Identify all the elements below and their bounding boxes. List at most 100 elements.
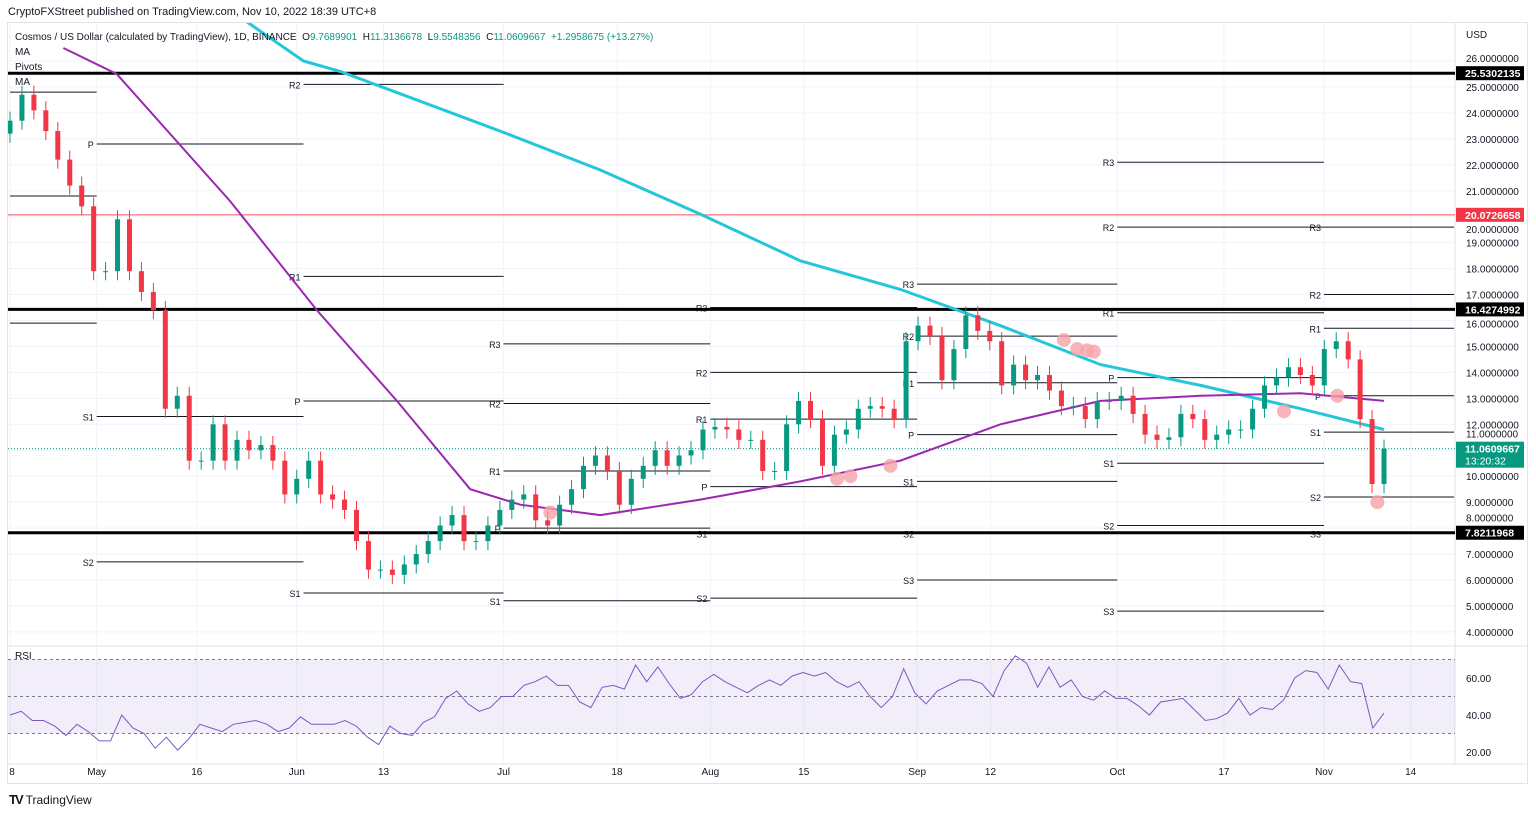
pivot-label: R1 [289,272,301,282]
pivot-label: S2 [1103,522,1114,532]
candle-body [258,445,264,451]
candle [1106,391,1112,411]
candle-body [557,504,563,526]
candle [1238,420,1244,439]
candle [67,150,73,195]
candle-body [808,400,814,420]
candle-body [1273,377,1279,386]
price-tick-label: 14.0000000 [1466,368,1519,379]
candle-body [174,395,180,409]
candle [772,461,778,481]
candle [557,495,563,535]
candle-body [748,439,754,441]
candle [1381,439,1387,494]
candle [270,435,276,470]
candle-body [1214,434,1220,440]
candle-body [772,471,778,473]
candle-body [521,494,527,500]
candle-body [999,341,1005,386]
candle-body [306,460,312,479]
candle [1345,332,1351,369]
indicator-ma50[interactable]: MA [15,47,30,58]
candle-body [1190,413,1196,420]
key-level-value: 7.8211968 [1465,528,1514,540]
candle-body [485,525,491,542]
candle-body [664,450,670,466]
pivot-label: S2 [1310,493,1321,503]
price-tick-label: 25.0000000 [1466,83,1519,94]
candle-body [1369,419,1375,484]
highlight-marker [1330,388,1345,403]
candle-body [91,206,97,272]
candle-body [592,455,598,466]
candle-body [915,325,921,342]
candle [294,469,300,504]
pivot-label: P [88,140,94,150]
price-chart[interactable]: 26.0000000 25.0000000 24.0000000 23.0000000… [0,0,1536,790]
price-tick-label: 11.0000000 [1466,430,1519,441]
price-tick-label: 5.0000000 [1466,602,1514,613]
currency-label: USD [1466,30,1487,41]
candle [1166,428,1172,449]
candle [533,485,539,530]
rsi-label[interactable]: RSI [15,651,32,662]
candle-body [294,478,300,495]
close-value: 11.0609667 [493,32,546,43]
candle [1214,425,1220,449]
candle-body [1082,406,1088,420]
candle [987,321,993,351]
candle [903,332,909,429]
candle [592,446,598,475]
chart-frame [7,22,1528,784]
last-price-badge [1456,441,1524,468]
candle [927,316,933,346]
pivot-label: S3 [1103,607,1114,617]
candle [1130,386,1136,424]
candle-body [401,564,407,575]
candle [437,516,443,551]
candle-body [55,131,61,160]
candle [1369,410,1375,494]
indicator-ma200[interactable]: MA [15,77,30,88]
candle [43,101,49,141]
candle-body [843,429,849,435]
candle [1023,355,1029,390]
candle-body [1262,385,1268,409]
candle [234,430,240,470]
candle-body [67,159,73,186]
candle [377,560,383,579]
candle-body [318,460,324,495]
pivot-label: S1 [1310,428,1321,438]
pivot-label: S3 [903,576,914,586]
candle-body [760,439,766,472]
candle-body [270,445,276,461]
candle [748,430,754,449]
candle-body [1130,395,1136,414]
symbol-title[interactable]: Cosmos / US Dollar (calculated by Tradin… [15,32,297,43]
time-tick-label: Jun [289,767,305,778]
candle-body [437,525,443,542]
key-level-badge [1456,207,1524,222]
candle [784,415,790,481]
price-tick-label: 18.0000000 [1466,265,1519,276]
candle-body [1238,429,1244,431]
candle-body [975,315,981,331]
price-tick-label: 12.0000000 [1466,420,1519,431]
time-tick-label: Nov [1315,767,1333,778]
candle [509,490,515,520]
pivot-label: P [908,431,914,441]
candle-body [736,429,742,440]
candle-body [927,325,933,337]
candle [999,332,1005,395]
indicator-pivots[interactable]: Pivots [15,62,43,73]
candle [700,420,706,460]
tradingview-logo[interactable]: TV TradingView [9,792,92,807]
candle-body [222,424,228,461]
candle [55,121,61,169]
pivot-label: P [701,483,707,493]
candle-body [879,406,885,409]
price-tick-label: 16.0000000 [1466,319,1519,330]
candle [652,441,658,475]
price-tick-label: 24.0000000 [1466,109,1519,120]
chart-legend: Cosmos / US Dollar (calculated by Tradin… [15,30,653,90]
